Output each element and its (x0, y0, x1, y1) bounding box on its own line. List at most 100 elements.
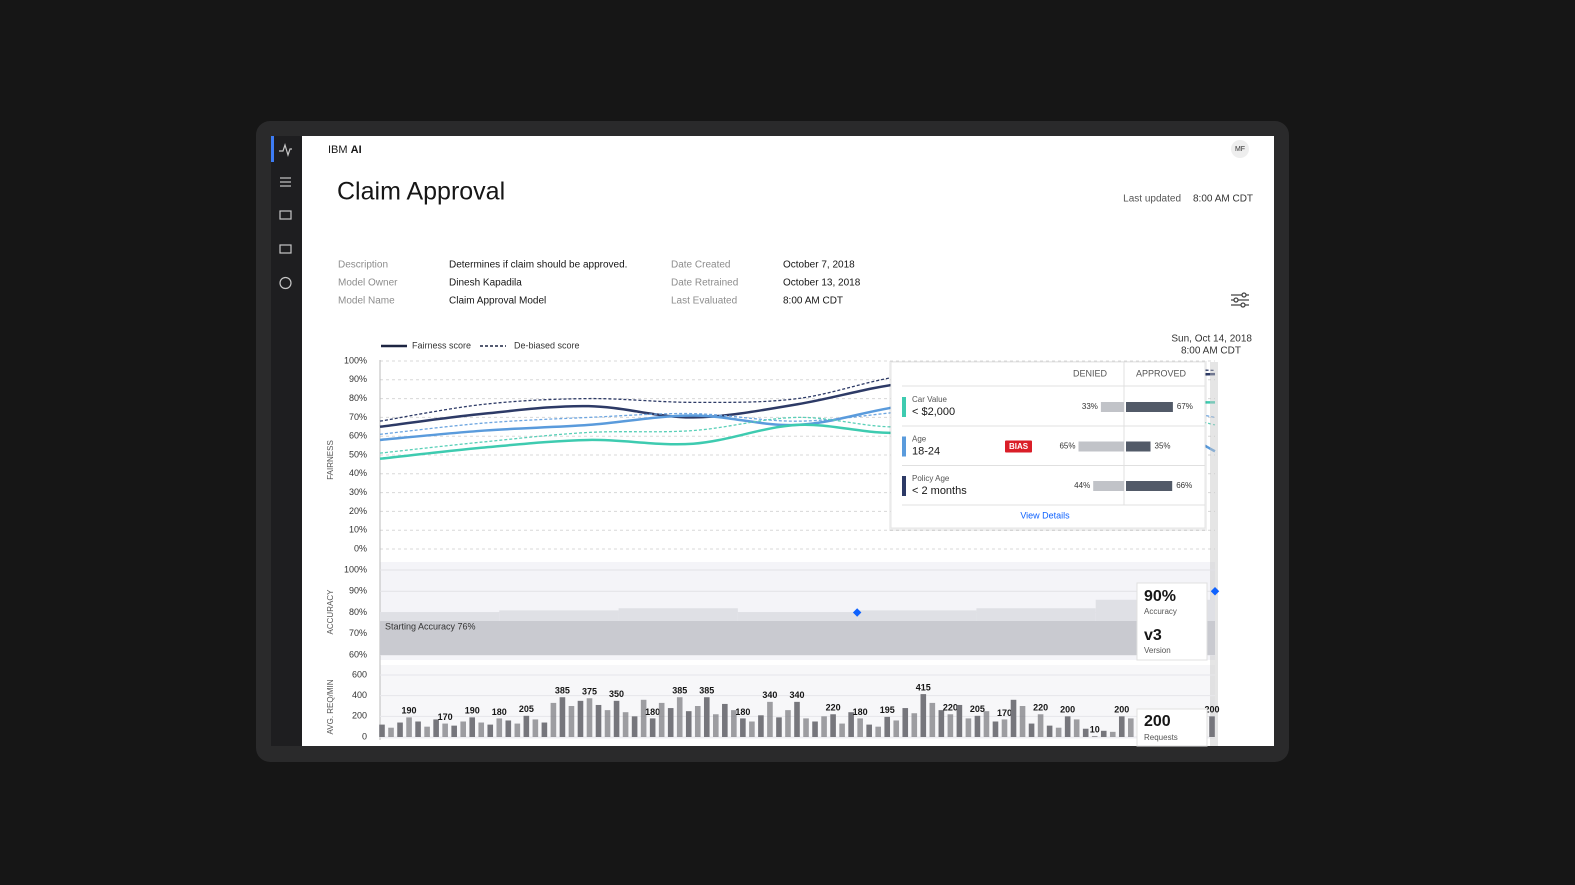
callout-value: v3 (1144, 627, 1162, 644)
request-bar (586, 698, 593, 737)
callout-value: 90% (1144, 588, 1176, 605)
popup-column: DENIED (1073, 368, 1108, 378)
bar-value-label: 415 (916, 682, 931, 692)
row-color (902, 436, 906, 457)
request-bar (929, 702, 936, 737)
callout-label: Version (1144, 646, 1171, 655)
y-tick-label: 80% (349, 607, 367, 617)
bar-value-label: 170 (997, 708, 1012, 718)
denied-bar (1078, 441, 1124, 452)
request-bar (631, 716, 638, 737)
request-bar (1046, 725, 1053, 737)
detail-value: 8:00 AM CDT (783, 296, 843, 307)
y-tick-label: 50% (349, 449, 367, 459)
requests-callout (1136, 708, 1208, 747)
request-bar (514, 723, 521, 737)
bar-value-label: 220 (1033, 703, 1048, 713)
bar-value-label: 200 (1060, 705, 1075, 715)
y-tick-label: 70% (349, 412, 367, 422)
request-bar (406, 717, 412, 737)
approved-label: 35% (1155, 442, 1171, 451)
legend-label: De-biased score (514, 340, 580, 350)
detail-value: October 13, 2018 (783, 278, 861, 289)
request-bar (559, 697, 566, 737)
popup (890, 361, 1206, 529)
accuracy-step (976, 608, 1096, 621)
request-bar (595, 704, 602, 737)
request-bar (722, 703, 728, 737)
y-tick-label: 90% (349, 586, 367, 596)
approved-bar (1126, 402, 1173, 412)
request-bar (658, 702, 665, 737)
bar-value-label: 200 (1114, 705, 1129, 715)
request-bar (469, 717, 476, 737)
request-bar (622, 712, 629, 737)
page-title: Claim Approval (337, 178, 505, 206)
request-bar (992, 721, 999, 737)
selection-band (1210, 362, 1218, 746)
request-bar (1073, 719, 1080, 737)
detail-label: Last Evaluated (671, 296, 737, 307)
request-bar (415, 721, 421, 737)
request-bar (794, 701, 800, 737)
y-tick-label: 10% (349, 525, 367, 535)
approved-label: 67% (1177, 402, 1193, 411)
approved-label: 66% (1176, 481, 1192, 490)
icon-help[interactable] (279, 276, 292, 290)
denied-bar (1093, 481, 1124, 491)
request-bar (1091, 735, 1098, 737)
request-bar (758, 715, 764, 737)
bar-value-label: 220 (943, 703, 958, 713)
axis-title: FAIRNESS (326, 440, 335, 480)
request-bar (884, 716, 891, 737)
accuracy-step (857, 610, 977, 621)
request-bar (694, 706, 701, 737)
bar-value-label: 385 (555, 686, 570, 696)
bar-value-label: 205 (519, 704, 534, 714)
y-tick-label: 100% (344, 564, 367, 574)
y-tick-label: 100% (344, 355, 367, 365)
y-tick-label: 60% (349, 649, 367, 659)
row-category: Age (912, 435, 927, 444)
bar-value-label: 190 (465, 706, 480, 716)
request-bar (676, 697, 683, 737)
sidebar-icons (279, 143, 292, 290)
popup-link[interactable]: View Details (1020, 510, 1070, 520)
icon-settings[interactable] (280, 177, 291, 187)
row-value: < 2 months (912, 485, 967, 497)
icon-ticket[interactable] (279, 210, 292, 220)
y-tick-label: 200 (352, 711, 367, 721)
request-bar (776, 717, 782, 737)
icon-briefcase[interactable] (279, 244, 292, 254)
request-bar (1128, 718, 1134, 737)
request-bar (451, 725, 457, 737)
request-bar (460, 721, 466, 737)
avatar[interactable] (1231, 140, 1249, 158)
detail-value: October 7, 2018 (783, 260, 855, 271)
accuracy-marker (1210, 587, 1220, 596)
filter-icon[interactable] (1231, 292, 1249, 308)
request-bar (496, 718, 503, 737)
popup-column: APPROVED (1136, 368, 1187, 378)
bar-value-label: 385 (672, 686, 687, 696)
detail-value: Determines if claim should be approved. (449, 260, 627, 271)
icon-monitor[interactable] (279, 143, 292, 157)
row-color (902, 397, 906, 417)
y-tick-label: 60% (349, 431, 367, 441)
callout-value: 200 (1144, 713, 1171, 730)
accuracy-marker (852, 608, 862, 617)
fairness-line (379, 367, 1216, 422)
last-updated-label: Last updated (1123, 194, 1181, 205)
request-bar (785, 710, 791, 737)
request-bar (713, 714, 719, 737)
request-bar (649, 718, 656, 737)
request-bar (640, 699, 647, 737)
request-bar (1037, 714, 1044, 737)
denied-bar (1100, 402, 1124, 412)
selected-date: Sun, Oct 14, 2018 (1171, 334, 1252, 345)
accuracy-step (618, 608, 738, 621)
bar-value-label: 200 (1204, 705, 1219, 715)
avatar-initials[interactable]: MF (1235, 146, 1245, 153)
request-bar (1118, 716, 1125, 737)
